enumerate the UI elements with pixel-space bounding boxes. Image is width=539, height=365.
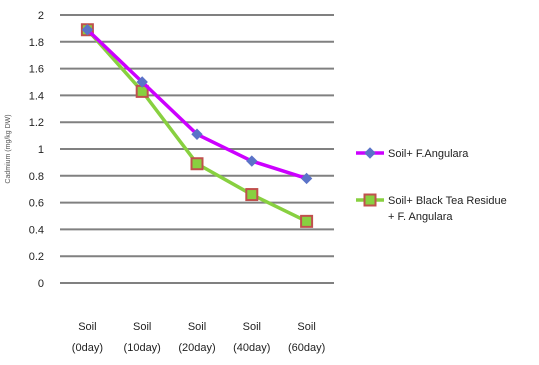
x-axis-ticks: Soil (0day) Soil (10day) Soil (20day) Soil (40d… [72,321,325,354]
y-tick-label: 0.6 [29,198,44,210]
data-point [191,128,203,140]
x-tick-label: Soil [297,321,315,333]
series-line [86,28,308,181]
data-point [136,76,148,88]
y-tick-label: 0.2 [29,251,44,263]
x-tick-label: (40day) [233,342,270,354]
x-tick-label: (20day) [178,342,215,354]
data-point [300,172,313,185]
y-tick-label: 1.4 [29,90,44,102]
legend: Soil+ F.Angulara Soil+ Black Tea Residue +… [356,147,507,223]
series [80,23,314,228]
x-tick-label: Soil [243,321,261,333]
data-point [245,188,259,202]
y-tick-label: 0.4 [29,224,44,236]
y-axis-ticks: 0 0.2 0.4 0.6 0.8 1 1.2 1.4 1.6 1.8 2 [29,10,44,290]
series-group [80,23,314,228]
y-tick-label: 0.8 [29,171,44,183]
data-point [364,147,376,159]
data-point [190,157,204,171]
legend-label: Soil+ Black Tea Residue [388,195,507,207]
x-tick-label: Soil [78,321,96,333]
x-tick-label: Soil [133,321,151,333]
x-tick-label: (10day) [124,342,161,354]
data-point [363,193,377,207]
series-line [86,28,308,223]
y-tick-label: 0 [38,278,44,290]
y-tick-label: 1 [38,144,44,156]
y-tick-label: 1.2 [29,117,44,129]
y-tick-label: 2 [38,10,44,22]
series-group [81,24,313,185]
data-point [246,155,258,167]
y-axis-label: Cadmium (mg/kg DW) [5,114,12,183]
y-tick-label: 1.8 [29,37,44,49]
x-tick-label: Soil [188,321,206,333]
data-point [300,214,314,228]
gridlines [60,14,334,284]
legend-item: Soil+ F.Angulara [356,147,469,160]
data-point [81,24,94,36]
x-tick-label: (0day) [72,342,103,354]
legend-label: Soil+ F.Angulara [388,148,469,160]
legend-item: Soil+ Black Tea Residue + F. Angulara [356,193,507,223]
x-tick-label: (60day) [288,342,325,354]
legend-label: + F. Angulara [388,211,453,223]
y-tick-label: 1.6 [29,64,44,76]
